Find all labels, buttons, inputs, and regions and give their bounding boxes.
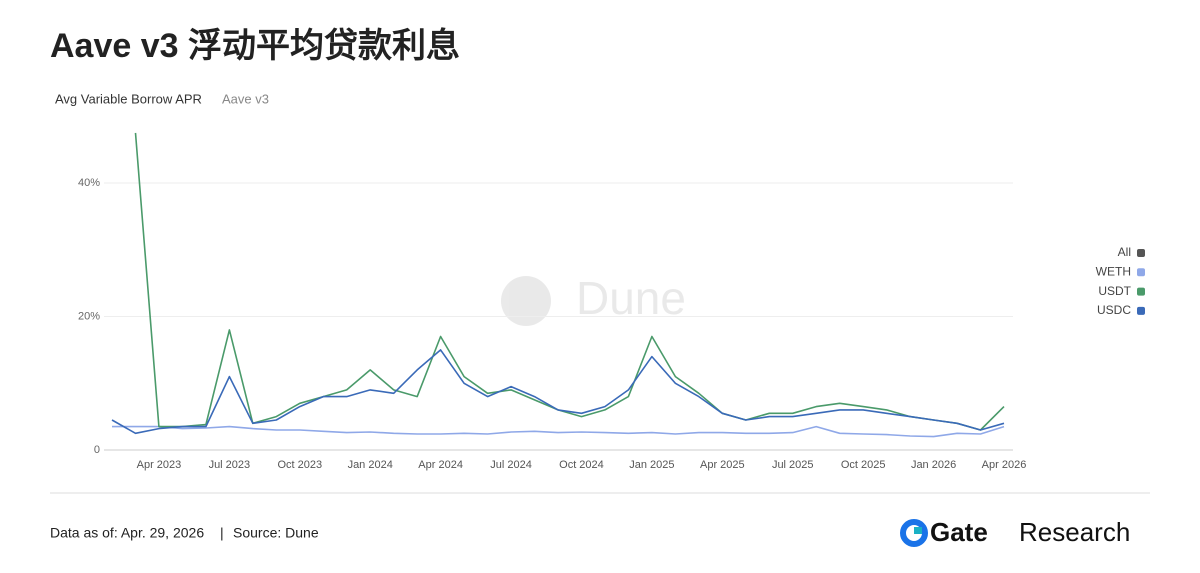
legend-swatch (1137, 268, 1145, 277)
x-tick-label: Jul 2025 (772, 459, 814, 471)
y-tick-label: 0 (94, 444, 100, 456)
x-tick-label: Oct 2025 (841, 459, 886, 471)
legend-swatch (1137, 249, 1145, 257)
brand-icon-square (914, 527, 922, 534)
legend-label: All (1118, 245, 1131, 259)
legend-swatch (1137, 287, 1145, 296)
x-tick-label: Jan 2024 (348, 459, 393, 471)
legend-label: WETH (1096, 264, 1131, 278)
brand-text: Research (1019, 517, 1130, 547)
legend-label: USDC (1097, 303, 1131, 317)
watermark-icon (501, 276, 551, 326)
y-tick-label: 20% (78, 310, 100, 322)
footer-source: Source: Dune (233, 525, 319, 541)
footer-date: Data as of: Apr. 29, 2026 (50, 525, 204, 541)
watermark: Dune (501, 272, 686, 326)
series-line (112, 425, 1005, 438)
x-tick-label: Jan 2026 (911, 459, 956, 471)
subtitle: Avg Variable Borrow APR (55, 91, 202, 106)
x-tick-label: Apr 2025 (700, 459, 745, 471)
subtitle-note: Aave v3 (222, 91, 269, 106)
series-line (111, 349, 1005, 435)
brand-bold: Gate (930, 517, 988, 547)
brand-logo: Gate Research (900, 517, 1130, 547)
title: Aave v3 浮动平均贷款利息 (50, 26, 460, 65)
watermark-text: Dune (576, 272, 686, 324)
x-tick-label: Oct 2023 (277, 459, 322, 471)
x-tick-label: Apr 2026 (982, 459, 1027, 471)
x-tick-label: Oct 2024 (559, 459, 604, 471)
x-tick-label: Apr 2024 (418, 459, 463, 471)
x-tick-label: Jul 2023 (209, 459, 251, 471)
brand-icon (900, 519, 928, 547)
footer-separator: | (220, 525, 224, 541)
series-line (134, 132, 1005, 431)
x-tick-label: Jan 2025 (629, 459, 674, 471)
legend-swatch (1137, 306, 1145, 315)
x-tick-label: Apr 2023 (137, 459, 182, 471)
legend-label: USDT (1098, 284, 1131, 298)
x-tick-label: Jul 2024 (490, 459, 532, 471)
y-tick-label: 40% (78, 177, 100, 189)
